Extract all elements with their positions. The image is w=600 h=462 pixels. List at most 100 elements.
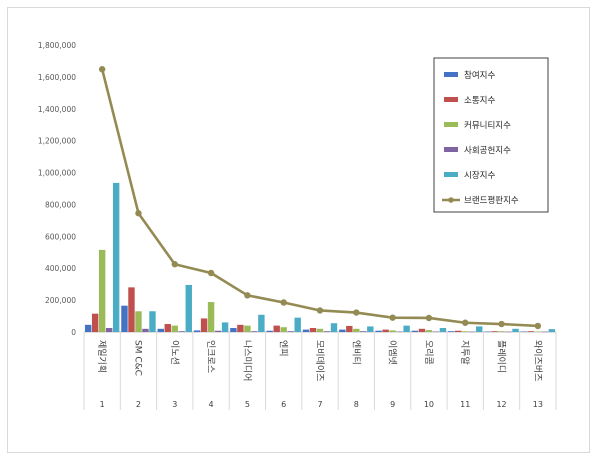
bar-5 — [221, 322, 229, 332]
category-label: 모비데이즈 — [314, 340, 325, 381]
bar-4 — [178, 331, 185, 332]
bar-5 — [112, 182, 120, 332]
chart-frame: 0 200,000 400,000 600,000 800,000 1,000,000 1,… — [7, 7, 590, 453]
bar-1 — [84, 324, 92, 332]
bar-4 — [541, 331, 549, 333]
legend-label: 참여지수 — [464, 70, 495, 81]
y-tick-label: 1,200,000 — [38, 137, 76, 146]
bar-1 — [484, 331, 491, 333]
bar-1 — [448, 331, 455, 332]
legend-label: 사회공헌지수 — [464, 146, 511, 156]
bar-3 — [207, 302, 215, 332]
bar-4 — [505, 331, 512, 333]
y-tick-label: 600,000 — [45, 232, 76, 241]
category-label: 오리콤 — [423, 340, 434, 365]
category-number: 6 — [281, 400, 286, 409]
bar-1 — [302, 329, 310, 332]
category-label: 제일기획 — [96, 340, 108, 373]
legend-label: 커뮤니티지수 — [464, 120, 511, 131]
bar-3 — [135, 311, 142, 332]
line-point — [98, 66, 106, 73]
bar-3 — [389, 330, 396, 332]
bar-2 — [273, 325, 280, 332]
bar-3 — [244, 325, 251, 332]
legend-swatch — [444, 122, 458, 127]
line-point — [389, 314, 396, 321]
y-tick-label: 1,000,000 — [38, 169, 76, 178]
bar-1 — [375, 330, 382, 332]
category-number: 4 — [209, 400, 214, 409]
line-point — [353, 309, 360, 316]
bar-5 — [185, 284, 192, 332]
legend-label: 소통지수 — [464, 96, 495, 106]
bar-4 — [105, 328, 113, 332]
bar-2 — [491, 331, 498, 332]
bar-4 — [323, 331, 331, 332]
bar-3 — [316, 328, 324, 332]
y-tick-label: 200,000 — [45, 296, 76, 305]
bar-4 — [396, 331, 403, 333]
bar-2 — [91, 313, 99, 332]
bar-5 — [476, 326, 483, 332]
line-point — [171, 261, 178, 268]
bar-5 — [403, 325, 410, 332]
category-number: 3 — [172, 400, 177, 409]
category-number: 1 — [100, 400, 105, 409]
bar-3 — [280, 327, 287, 332]
y-tick-label: 1,400,000 — [38, 105, 76, 114]
bar-4 — [142, 328, 149, 332]
bar-2 — [164, 324, 171, 332]
bar-2 — [455, 330, 462, 332]
legend-label: 브랜드평판지수 — [464, 195, 519, 206]
bar-2 — [237, 324, 244, 332]
bar-5 — [439, 328, 447, 332]
bar-5 — [294, 317, 301, 332]
bar-4 — [251, 331, 258, 332]
bar-3 — [534, 331, 542, 333]
bar-5 — [512, 328, 519, 332]
category-label: 지투알 — [459, 340, 470, 365]
brand-reputation-chart: 0 200,000 400,000 600,000 800,000 1,000,000 1,… — [38, 41, 557, 410]
category-number: 9 — [390, 400, 395, 409]
line-point — [534, 322, 542, 330]
bar-4 — [469, 331, 476, 333]
bar-4 — [287, 331, 294, 332]
category-label: 와이즈버즈 — [532, 340, 544, 381]
legend-label: 시장지수 — [464, 170, 495, 181]
bar-1 — [157, 328, 164, 332]
line-point — [207, 269, 215, 277]
bar-2 — [418, 328, 426, 332]
y-tick-label: 1,600,000 — [38, 73, 76, 82]
bar-4 — [360, 331, 367, 332]
legend-swatch — [444, 147, 458, 152]
bar-1 — [520, 331, 528, 333]
bar-1 — [339, 329, 346, 332]
bar-5 — [149, 311, 156, 332]
bar-1 — [411, 330, 419, 332]
category-number: 12 — [496, 400, 506, 409]
legend-swatch — [444, 97, 458, 102]
bar-1 — [193, 330, 201, 332]
category-label: 인크로스 — [205, 340, 216, 373]
bar-2 — [382, 329, 389, 332]
bar-3 — [498, 331, 505, 332]
category-number: 10 — [424, 400, 434, 409]
legend-swatch — [444, 172, 458, 177]
bar-5 — [258, 314, 265, 332]
y-tick-label: 0 — [71, 328, 76, 337]
bar-1 — [121, 305, 128, 332]
legend-swatch — [444, 72, 458, 77]
line-point — [135, 210, 142, 217]
category-label: 엔피 — [278, 340, 289, 357]
category-label: 플레이디 — [496, 340, 507, 373]
category-label: 엔비티 — [350, 340, 361, 365]
category-number: 11 — [460, 400, 470, 409]
line-point — [425, 314, 433, 322]
bar-4 — [214, 330, 222, 332]
line-point — [280, 299, 287, 306]
bar-5 — [548, 329, 556, 332]
line-point — [498, 320, 505, 328]
bar-3 — [353, 328, 360, 332]
legend-swatch-marker — [448, 197, 454, 203]
bar-2 — [309, 328, 317, 332]
